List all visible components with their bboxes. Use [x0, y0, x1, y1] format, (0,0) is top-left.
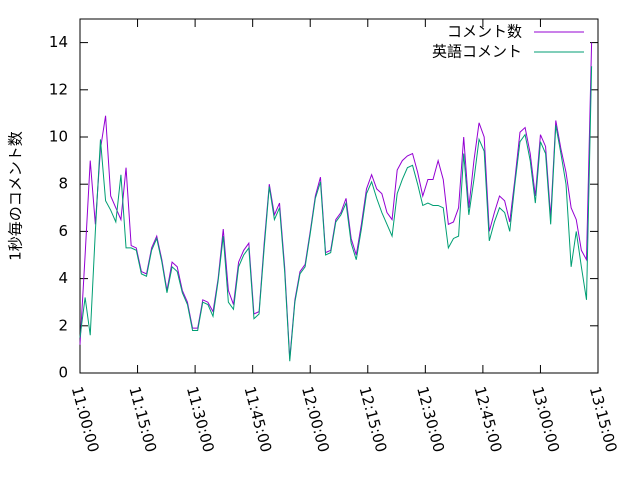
x-tick-label: 12:30:00 [413, 385, 448, 455]
y-axis-label: 1秒毎のコメント数 [7, 131, 25, 261]
legend-label: コメント数 [447, 23, 522, 41]
x-tick-label: 11:15:00 [125, 385, 160, 455]
x-tick-label: 12:15:00 [356, 385, 391, 455]
y-tick-label: 6 [58, 222, 68, 240]
x-tick-label: 12:45:00 [471, 385, 506, 455]
series-line [79, 66, 593, 362]
y-tick-label: 10 [49, 128, 68, 146]
y-tick-label: 8 [58, 175, 68, 193]
x-tick-label: 13:00:00 [528, 385, 563, 455]
series-line [79, 42, 593, 359]
y-tick-label: 0 [58, 364, 68, 382]
x-tick-label: 13:15:00 [586, 385, 621, 455]
x-tick-label: 11:00:00 [68, 385, 103, 455]
x-tick-label: 12:00:00 [298, 385, 333, 455]
y-tick-label: 2 [58, 316, 68, 334]
y-tick-label: 12 [49, 80, 68, 98]
x-tick-label: 11:45:00 [240, 385, 275, 455]
y-tick-label: 4 [58, 269, 68, 287]
y-tick-label: 14 [49, 33, 68, 51]
x-tick-label: 11:30:00 [183, 385, 218, 455]
legend-label: 英語コメント [432, 43, 522, 61]
plot-border [79, 18, 599, 374]
